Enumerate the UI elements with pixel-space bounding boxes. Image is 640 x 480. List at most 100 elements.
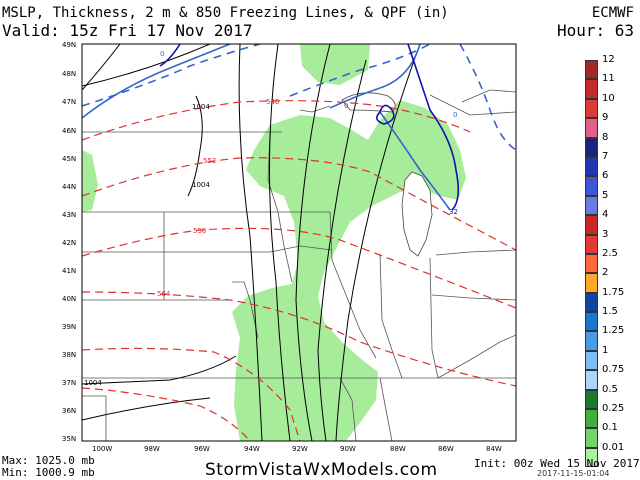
legend-entry: 1 (585, 345, 639, 371)
legend-label: 5 (602, 189, 609, 201)
legend-entry: 6 (585, 170, 639, 196)
legend-label: 1.25 (602, 325, 625, 337)
freezing-label: 0 (453, 111, 457, 119)
latitude-labels: 49N 48N 47N 46N 45N 44N 43N 42N 41N 40N … (62, 41, 76, 443)
legend-swatch (585, 215, 598, 235)
legend-swatch (585, 195, 598, 216)
lon-label: 84W (486, 445, 502, 453)
legend-label: 7 (602, 150, 609, 162)
lat-label: 39N (62, 323, 76, 331)
legend-entry: 12 (585, 54, 639, 80)
legend-swatch (585, 331, 598, 351)
freezing-line-850 (82, 44, 460, 211)
legend-swatch (585, 292, 598, 313)
isobars (82, 44, 421, 441)
legend-label: 0.1 (602, 422, 618, 434)
freezing-label: 32 (449, 208, 458, 216)
contour-labels: 546 552 558 564 1004 1004 1004 0 0 0 32 (84, 50, 458, 387)
lat-label: 42N (62, 239, 76, 247)
lat-label: 41N (62, 267, 76, 275)
lat-label: 37N (62, 379, 76, 387)
legend-label: 8 (602, 131, 609, 143)
legend-entry: 0.25 (585, 403, 639, 429)
legend-label: 0.25 (602, 403, 625, 415)
legend-label: 1 (602, 344, 609, 356)
legend-entry: 1.75 (585, 287, 639, 313)
weather-map: 49N 48N 47N 46N 45N 44N 43N 42N 41N 40N … (62, 41, 517, 453)
legend-swatch (585, 389, 598, 410)
legend-swatch (585, 137, 598, 157)
lat-label: 35N (62, 435, 76, 443)
lon-label: 88W (390, 445, 406, 453)
legend-label: 2.5 (602, 247, 618, 259)
lon-label: 94W (244, 445, 260, 453)
legend-entry: 3 (585, 229, 639, 254)
lat-label: 45N (62, 155, 76, 163)
legend-label: 9 (602, 112, 609, 124)
legend-entry: 1.25 (585, 325, 639, 351)
max-pressure: Max: 1025.0 mb (2, 454, 95, 467)
legend-entry: 11 (585, 73, 639, 99)
init-time: Init: 00z Wed 15 Nov 2017 (474, 457, 640, 470)
lat-label: 49N (62, 41, 76, 49)
brand-name: StormVistaWxModels.com (205, 460, 438, 480)
legend-label: 6 (602, 170, 609, 182)
legend-swatch (585, 156, 598, 177)
legend-swatch (585, 79, 598, 99)
lon-label: 100W (92, 445, 112, 453)
isobar-label: 1004 (192, 181, 210, 189)
legend-swatch (585, 98, 598, 119)
legend-label: 3 (602, 228, 609, 240)
legend-swatch (585, 428, 598, 448)
lat-label: 43N (62, 211, 76, 219)
legend-entry: 1.5 (585, 306, 639, 332)
isobar-label: 1004 (84, 379, 102, 387)
state-boundaries (82, 89, 516, 441)
longitude-labels: 100W 98W 96W 94W 92W 90W 88W 86W 84W (92, 445, 502, 453)
lat-label: 44N (62, 183, 76, 191)
thickness-label: 564 (157, 290, 171, 298)
legend-entry: 2.5 (585, 248, 639, 274)
forecast-hour: Hour: 63 (556, 21, 634, 40)
timestamp: 2017-11-15-01:04 (537, 469, 610, 478)
legend-label: 0.75 (602, 364, 625, 376)
legend-label: 12 (602, 54, 615, 65)
legend-entry: 8 (585, 132, 639, 157)
legend-swatch (585, 370, 598, 390)
legend-swatch (585, 118, 598, 138)
legend-label: 4 (602, 209, 609, 221)
legend-label: 0.5 (602, 383, 618, 395)
legend-entry: 0.01 (585, 442, 639, 468)
legend-swatch (585, 409, 598, 429)
legend-label: 0.01 (602, 441, 625, 453)
valid-time: Valid: 15z Fri 17 Nov 2017 (2, 21, 253, 40)
thickness-label: 558 (193, 227, 206, 235)
legend-swatch (585, 273, 598, 293)
legend-swatch (585, 234, 598, 254)
legend-swatch (585, 447, 598, 468)
model-name: ECMWF (591, 5, 634, 21)
legend-label: 2 (602, 267, 609, 279)
lon-label: 96W (194, 445, 210, 453)
lat-label: 47N (62, 98, 76, 106)
legend-entry: 10 (585, 93, 639, 119)
legend-swatch (585, 253, 598, 274)
legend-entry: 0.75 (585, 364, 639, 390)
map-frame (81, 43, 517, 442)
lat-label: 40N (62, 295, 76, 303)
thickness-label: 546 (266, 98, 280, 106)
legend-entry: 9 (585, 112, 639, 138)
lat-label: 38N (62, 351, 76, 359)
qpf-legend: 12 11 10 9 8 7 6 5 4 3 2.5 2 1.75 1.5 1.25 1 0.75 0.5 0.25… (585, 54, 639, 468)
freezing-label: 0 (160, 50, 164, 58)
legend-label: 11 (602, 73, 615, 85)
legend-label: 1.75 (602, 286, 625, 298)
legend-swatch (585, 176, 598, 196)
legend-entry: 0.5 (585, 384, 639, 410)
map-title: MSLP, Thickness, 2 m & 850 Freezing Line… (2, 5, 449, 21)
freezing-label: 0 (344, 102, 348, 110)
thickness-label: 552 (203, 157, 216, 165)
min-pressure: Min: 1000.9 mb (2, 466, 95, 479)
legend-label: 10 (602, 92, 615, 104)
lon-label: 90W (340, 445, 356, 453)
